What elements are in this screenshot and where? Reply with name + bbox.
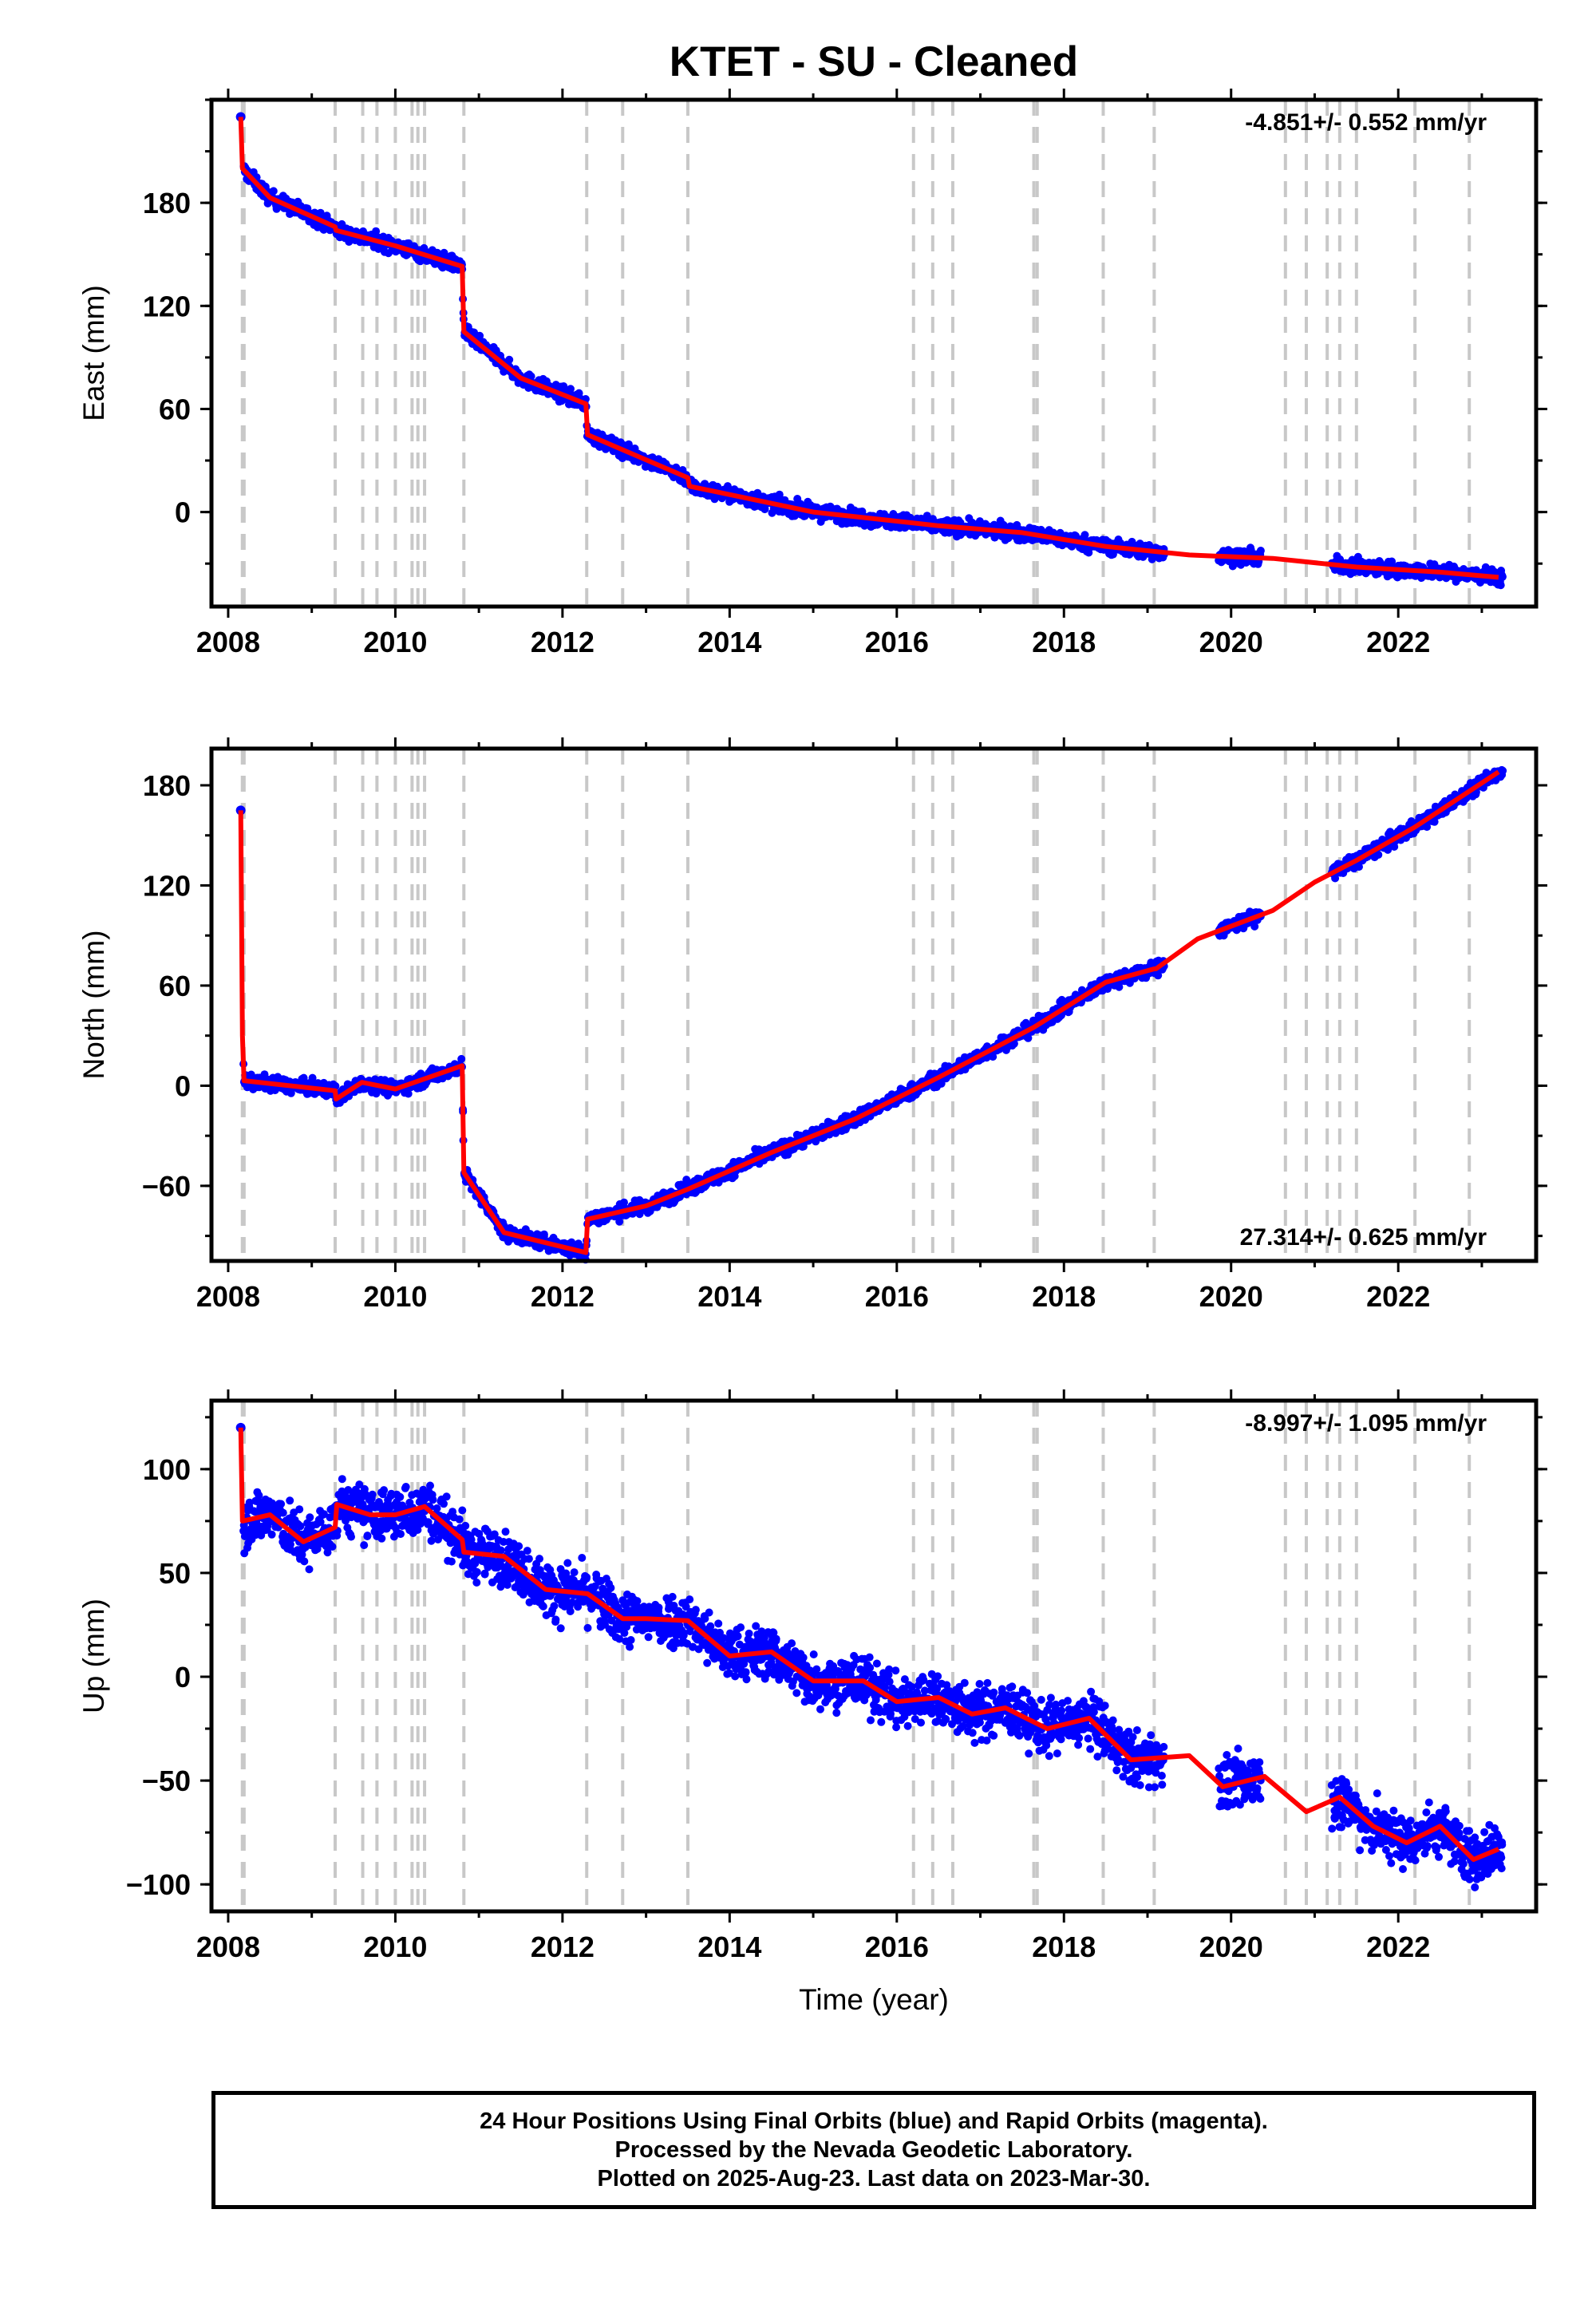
data-point bbox=[269, 187, 278, 196]
x-tick-label: 2014 bbox=[697, 626, 761, 658]
y-tick-label: 60 bbox=[159, 393, 191, 425]
x-tick-label: 2018 bbox=[1032, 626, 1096, 658]
y-tick-label: 180 bbox=[143, 187, 191, 219]
y-axis-label: East (mm) bbox=[77, 285, 110, 421]
x-tick-label: 2008 bbox=[196, 626, 260, 658]
north-panel: 2008 2010 2012 2014 2016 2018 2020 2022−6006012… bbox=[77, 737, 1547, 1313]
data-point bbox=[440, 248, 448, 257]
chart-title: KTET - SU - Cleaned bbox=[670, 38, 1078, 85]
observations bbox=[239, 765, 1507, 1264]
observations bbox=[239, 162, 1507, 590]
data-point bbox=[527, 372, 535, 381]
model-fit-line bbox=[238, 117, 1499, 580]
data-point bbox=[575, 389, 583, 397]
data-point bbox=[505, 355, 514, 364]
data-point bbox=[372, 227, 381, 235]
y-tick-label: 0 bbox=[175, 496, 191, 529]
x-tick-label: 2016 bbox=[865, 626, 929, 658]
velocity-label: -4.851+/- 0.552 mm/yr bbox=[1245, 109, 1487, 136]
x-tick-label: 2010 bbox=[363, 626, 427, 658]
data-point bbox=[457, 1054, 466, 1063]
east-panel: 2008 2010 2012 2014 2016 2018 2020 2022 0 60 120 18… bbox=[77, 89, 1547, 658]
data-point bbox=[1498, 571, 1507, 580]
x-tick-label: 2022 bbox=[1366, 626, 1430, 658]
data-point bbox=[539, 1230, 548, 1239]
data-point bbox=[1390, 843, 1399, 851]
x-tick-label: 2020 bbox=[1199, 626, 1263, 658]
x-tick-label: 2012 bbox=[531, 626, 595, 658]
plot-frame bbox=[209, 97, 1539, 609]
data-point bbox=[567, 385, 575, 393]
y-tick-label: 120 bbox=[143, 290, 191, 322]
